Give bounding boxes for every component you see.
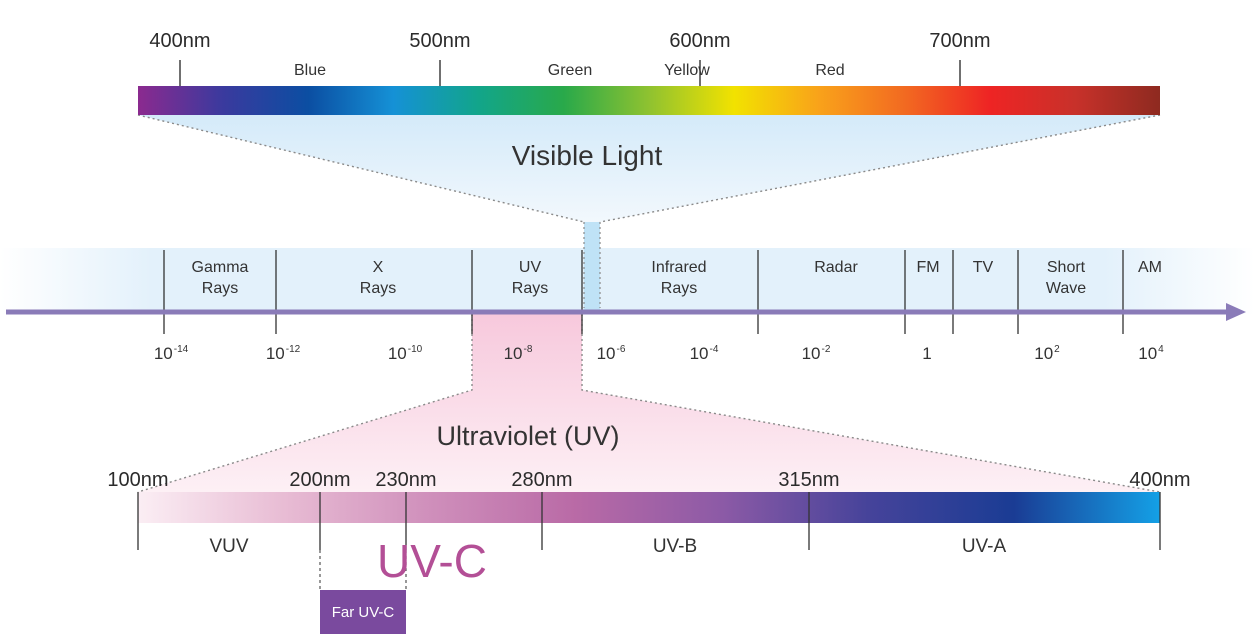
- wavelength-power-label: 10-4: [689, 344, 719, 363]
- power-base: 10: [1138, 344, 1158, 363]
- spectrum-band-gamma-rays: Gamma Rays: [192, 257, 249, 299]
- spectrum-band-uv-rays: UV Rays: [512, 257, 548, 299]
- visible-funnel-left-edge: [137, 114, 585, 223]
- visible-wavelength-label: 400nm: [149, 30, 211, 52]
- band-label-line: AM: [1138, 259, 1162, 276]
- band-label-line: FM: [916, 259, 940, 276]
- spectrum-band-tv: TV: [973, 257, 993, 278]
- visible-light-title: Visible Light: [511, 140, 663, 171]
- power-base: 10: [1034, 344, 1054, 363]
- band-label-line: Wave: [1045, 280, 1087, 297]
- power-exponent: -4: [709, 344, 719, 355]
- visible-color-label-blue: Blue: [293, 62, 327, 79]
- wavelength-power-label: 10-6: [596, 344, 626, 363]
- spectrum-band-background: [0, 248, 1255, 314]
- band-label-line: Short: [1046, 259, 1086, 276]
- band-label-line: Rays: [660, 280, 698, 297]
- uv-wavelength-label: 230nm: [375, 469, 437, 491]
- power-exponent: -10: [407, 344, 423, 355]
- wavelength-power-label: 10-8: [503, 344, 533, 363]
- spectrum-band-x-rays: X Rays: [360, 257, 396, 299]
- band-label-line: Rays: [201, 280, 239, 297]
- band-label-line: Rays: [359, 280, 397, 297]
- wavelength-power-label: 10-10: [387, 344, 423, 363]
- visible-wavelength-label: 500nm: [409, 30, 471, 52]
- visible-color-label-green: Green: [547, 62, 593, 79]
- power-exponent: 2: [1054, 344, 1060, 355]
- visible-light-stem: [584, 222, 600, 310]
- band-label-line: UV: [518, 259, 542, 276]
- spectrum-band-radar: Radar: [814, 257, 858, 278]
- spectrum-band-infrared-rays: Infrared Rays: [651, 257, 706, 299]
- power-base: 10: [153, 344, 173, 363]
- uv-wavelength-label: 280nm: [511, 469, 573, 491]
- band-label-line: X: [372, 259, 384, 276]
- band-label-line: Infrared: [651, 259, 707, 276]
- uvc-label: UV-C: [377, 535, 487, 587]
- wavelength-power-label: 102: [1034, 344, 1060, 363]
- band-label-line: Rays: [511, 280, 549, 297]
- uv-funnel: [138, 312, 1160, 492]
- wavelength-power-label: 10-14: [153, 344, 189, 363]
- far-uvc-box: Far UV-C: [320, 590, 406, 634]
- uv-subband-uv-b: UV-B: [652, 536, 698, 557]
- power-base: 1: [922, 344, 932, 363]
- power-base: 10: [596, 344, 616, 363]
- power-base: 10: [265, 344, 285, 363]
- power-base: 10: [387, 344, 407, 363]
- power-base: 10: [801, 344, 821, 363]
- power-exponent: -6: [616, 344, 626, 355]
- visible-light-funnel: [138, 115, 1160, 222]
- power-base: 10: [503, 344, 523, 363]
- visible-color-label-red: Red: [815, 62, 845, 79]
- visible-wavelength-label: 700nm: [929, 30, 991, 52]
- wavelength-power-label: 104: [1138, 344, 1164, 363]
- band-label-line: Gamma: [191, 259, 249, 276]
- uv-wavelength-label: 200nm: [289, 469, 351, 491]
- uv-wavelength-label: 315nm: [778, 469, 840, 491]
- wavelength-power-label: 1: [922, 345, 931, 362]
- band-label-line: TV: [972, 259, 994, 276]
- spectrum-axis-arrow: [1226, 303, 1246, 321]
- visible-funnel-right-edge: [599, 114, 1161, 223]
- spectrum-band-short-wave: Short Wave: [1046, 257, 1086, 299]
- power-exponent: -14: [173, 344, 189, 355]
- power-exponent: -8: [523, 344, 533, 355]
- uv-title: Ultraviolet (UV): [436, 421, 620, 451]
- power-exponent: -12: [285, 344, 301, 355]
- uv-funnel-right-edge: [581, 314, 1161, 493]
- uv-subband-uv-a: UV-A: [961, 536, 1007, 557]
- uv-subband-vuv: VUV: [209, 536, 249, 557]
- uv-wavelength-label: 100nm: [107, 469, 169, 491]
- uv-wavelength-label: 400nm: [1129, 469, 1191, 491]
- spectrum-band-am: AM: [1138, 257, 1162, 278]
- uv-bar: [138, 492, 1160, 523]
- visible-wavelength-label: 600nm: [669, 30, 731, 52]
- wavelength-power-label: 10-12: [265, 344, 301, 363]
- power-exponent: -2: [821, 344, 831, 355]
- visible-light-bar: [138, 86, 1160, 115]
- uv-funnel-left-edge: [137, 314, 473, 493]
- spectrum-band-fm: FM: [916, 257, 939, 278]
- wavelength-power-label: 10-2: [801, 344, 831, 363]
- band-label-line: Radar: [814, 259, 858, 276]
- visible-color-label-yellow: Yellow: [664, 62, 710, 79]
- power-base: 10: [689, 344, 709, 363]
- power-exponent: 4: [1158, 344, 1164, 355]
